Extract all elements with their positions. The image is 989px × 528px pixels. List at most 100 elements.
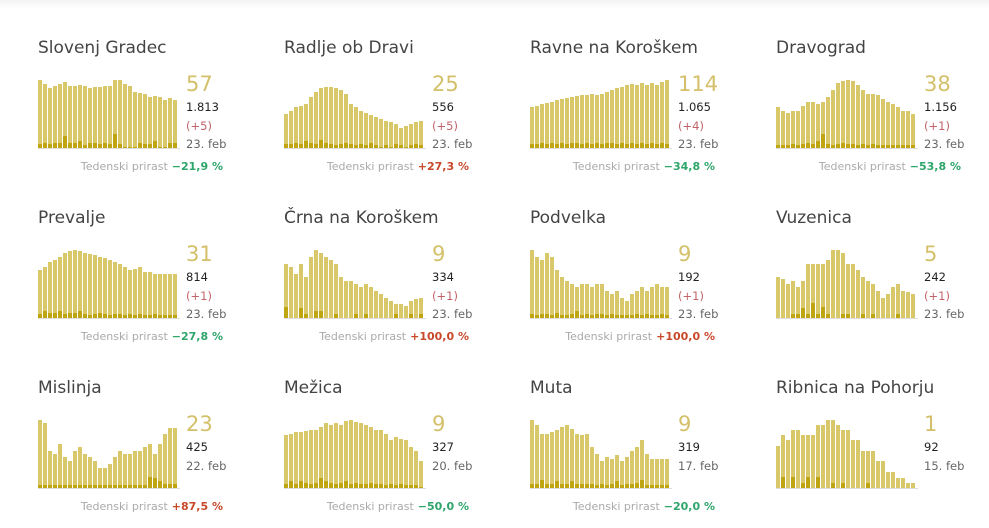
new-cases-bar (530, 143, 534, 148)
bar (585, 433, 589, 488)
bar (615, 455, 619, 488)
bar (83, 454, 87, 488)
municipality-card[interactable]: Mežica 9 327 20. feb Tedenski prirast −50… (284, 378, 484, 528)
bar (379, 429, 383, 488)
new-cases-bar (555, 143, 559, 148)
bar (324, 423, 328, 488)
new-cases-bar (560, 315, 564, 318)
new-cases-bar (585, 483, 589, 488)
bar (635, 290, 639, 318)
new-cases-bar (625, 315, 629, 318)
bar (786, 284, 790, 318)
bar (590, 287, 594, 318)
bar (123, 84, 127, 148)
bar (394, 304, 398, 318)
bar (359, 422, 363, 488)
new-cases-bar (781, 145, 785, 148)
bar (93, 255, 97, 318)
municipality-card[interactable]: Črna na Koroškem 9 334 (+1) 23. feb Tede… (284, 208, 484, 358)
new-cases-bar (163, 315, 167, 318)
active-cases: 9 (678, 242, 692, 266)
bar (640, 440, 644, 488)
bar (48, 262, 52, 318)
growth-value: −50,0 % (417, 500, 469, 513)
bar (143, 271, 147, 318)
new-cases-bar (545, 143, 549, 148)
bar (615, 290, 619, 318)
new-cases-bar (565, 143, 569, 148)
bar (384, 433, 388, 488)
new-cases-bar (414, 485, 418, 488)
new-cases-bar (63, 313, 67, 318)
new-cases-bar (334, 313, 338, 318)
municipality-card[interactable]: Mislinja 23 425 22. feb Tedenski prirast… (38, 378, 238, 528)
bar (78, 251, 82, 318)
bar (655, 458, 659, 488)
new-cases-bar (314, 482, 318, 488)
new-cases-bar (284, 143, 288, 148)
bar (791, 280, 795, 318)
municipality-card[interactable]: Podvelka 9 192 (+1) 23. feb Tedenski pri… (530, 208, 730, 358)
bar (98, 467, 102, 488)
new-cases-bar (168, 143, 172, 148)
bar (374, 290, 378, 318)
new-cases-bar (811, 303, 815, 318)
bar (625, 301, 629, 318)
bar (58, 84, 62, 148)
new-cases-bar (324, 142, 328, 148)
municipality-card[interactable]: Muta 9 319 17. feb Tedenski prirast −20,0… (530, 378, 730, 528)
new-cases-bar (394, 143, 398, 148)
municipality-card[interactable]: Vuzenica 5 242 (+1) 23. feb (776, 208, 976, 358)
bar (645, 454, 649, 488)
bar (299, 432, 303, 488)
municipality-card[interactable]: Radlje ob Dravi 25 556 (+5) 23. feb Tede… (284, 38, 484, 188)
new-cases-bar (364, 313, 368, 318)
new-cases-bar (354, 145, 358, 148)
bar (379, 294, 383, 318)
new-cases-bar (339, 143, 343, 148)
new-cases-bar (801, 143, 805, 148)
bar (560, 99, 564, 148)
new-cases-bar (575, 311, 579, 318)
bar (68, 86, 72, 148)
new-cases-bar (88, 485, 92, 488)
new-cases-bar (294, 142, 298, 148)
new-cases-bar (866, 482, 870, 488)
bar (660, 287, 664, 318)
date-label: 23. feb (924, 307, 965, 321)
bar (856, 270, 860, 318)
new-cases-bar (43, 311, 47, 318)
weekly-growth: Tedenski prirast −50,0 % (327, 500, 469, 513)
card-title: Ribnica na Pohorju (776, 378, 935, 398)
bar (389, 122, 393, 148)
municipality-card[interactable]: Ribnica na Pohorju 1 92 15. feb (776, 378, 976, 528)
new-cases-bar (580, 315, 584, 318)
bar (826, 420, 830, 488)
bar (399, 127, 403, 148)
bar-chart (284, 78, 426, 149)
new-cases-bar (98, 312, 102, 318)
bar (329, 260, 333, 318)
new-cases-bar (113, 485, 117, 488)
weekly-growth: Tedenski prirast +100,0 % (565, 330, 715, 343)
bar (630, 84, 634, 148)
growth-label: Tedenski prirast (80, 500, 168, 513)
bar (334, 423, 338, 488)
new-cases-bar (650, 142, 654, 148)
municipality-card[interactable]: Prevalje 31 814 (+1) 23. feb Tedenski pr… (38, 208, 238, 358)
municipality-card[interactable]: Slovenj Gradec 57 1.813 (+5) 23. feb Ted… (38, 38, 238, 188)
new-cases-bar (48, 485, 52, 488)
new-cases-bar (38, 313, 42, 318)
new-cases-bar (173, 315, 177, 318)
active-cases: 114 (678, 72, 719, 96)
total-cases: 556 (432, 100, 454, 114)
bar (535, 256, 539, 318)
new-cases-bar (836, 143, 840, 148)
municipality-card[interactable]: Dravograd 38 1.156 (+1) 23. feb Tedenski… (776, 38, 976, 188)
municipality-card[interactable]: Ravne na Koroškem 114 1.065 (+4) 23. feb… (530, 38, 730, 188)
new-cases-bar (379, 483, 383, 488)
new-cases-bar (841, 142, 845, 148)
bar (570, 97, 574, 148)
daily-delta: (+5) (186, 119, 212, 133)
bar (600, 460, 604, 488)
